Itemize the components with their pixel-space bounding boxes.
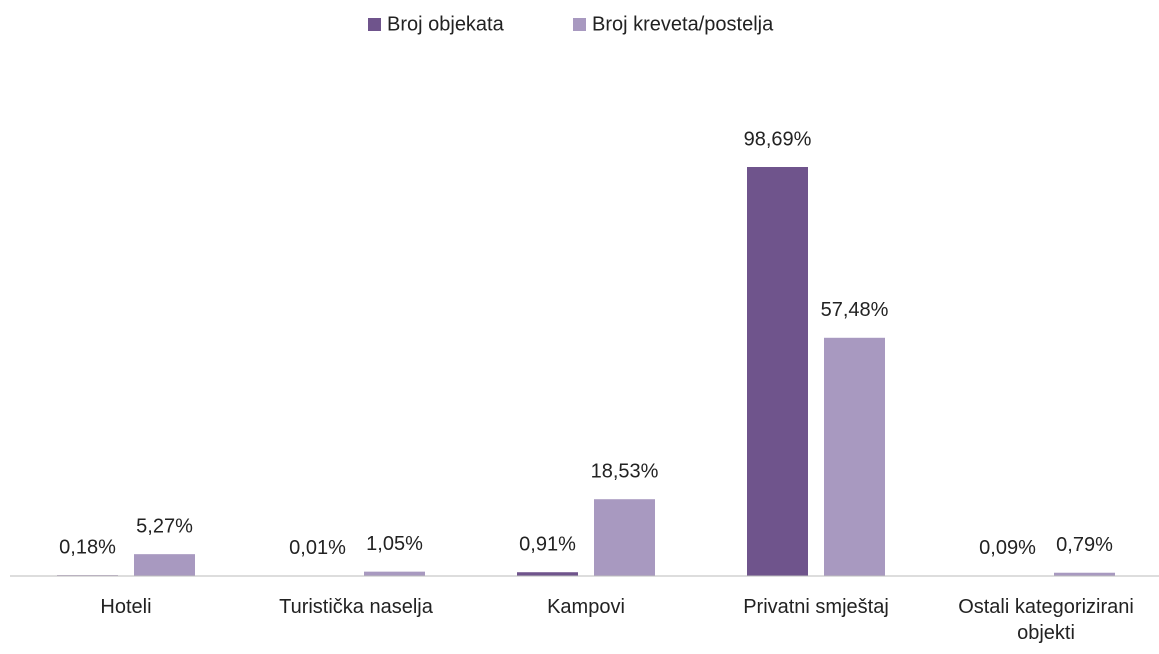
x-tick-label: Ostali kategorizirani objekti (958, 596, 1134, 644)
bar (134, 554, 195, 576)
x-tick-label: Kampovi (547, 596, 625, 618)
value-label: 0,01% (289, 537, 346, 559)
value-label: 0,18% (59, 537, 116, 559)
legend-label: Broj objekata (387, 13, 505, 35)
bar (517, 572, 578, 576)
bar (1054, 572, 1115, 576)
bar (364, 571, 425, 576)
x-tick-label: Turistička naselja (279, 596, 433, 618)
value-label: 98,69% (744, 128, 812, 150)
x-tick-label: Privatni smještaj (743, 596, 889, 618)
bar (747, 167, 808, 576)
value-label: 0,09% (979, 537, 1036, 559)
legend-label: Broj kreveta/postelja (592, 13, 774, 35)
value-label: 57,48% (821, 299, 889, 321)
legend-swatch (573, 18, 586, 31)
bar (824, 337, 885, 576)
bar (594, 499, 655, 576)
legend-swatch (368, 18, 381, 31)
value-label: 5,27% (136, 515, 193, 537)
value-label: 0,91% (519, 534, 576, 556)
value-label: 1,05% (366, 533, 423, 555)
x-tick-label: Hoteli (100, 596, 152, 618)
value-label: 0,79% (1056, 534, 1113, 556)
value-label: 18,53% (591, 460, 659, 482)
